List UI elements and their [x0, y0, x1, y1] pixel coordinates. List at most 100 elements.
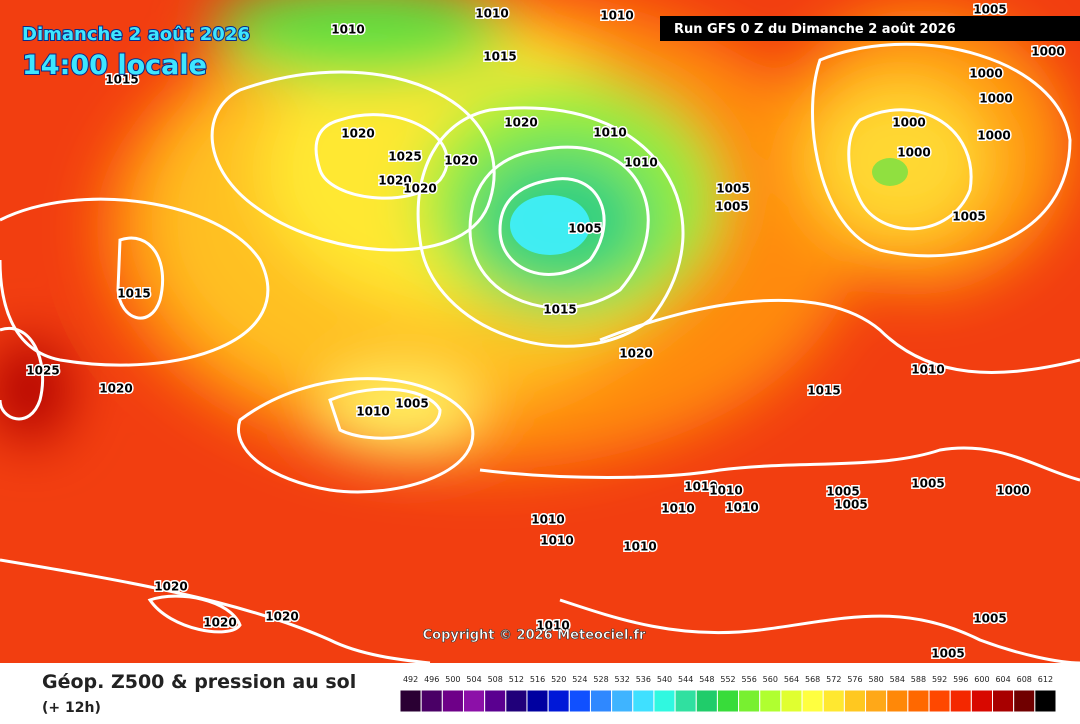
isobar-label: 1005: [973, 3, 1006, 17]
isobar-label: 1020: [341, 127, 374, 141]
isobars: [0, 42, 1080, 665]
isobar-label: 1010: [475, 7, 508, 21]
legend-value: 612: [1038, 675, 1053, 684]
isobar-label: 1005: [568, 222, 601, 236]
isobar-label: 1020: [154, 580, 187, 594]
legend-swatch: [484, 689, 507, 713]
legend-value: 608: [1017, 675, 1032, 684]
run-label: Run GFS 0 Z du Dimanche 2 août 2026: [674, 22, 956, 37]
legend-swatch: [801, 689, 824, 713]
legend-swatch: [441, 689, 464, 713]
legend-value: 572: [826, 675, 841, 684]
isobar-label: 1005: [826, 485, 859, 499]
date-label: Dimanche 2 août 2026: [22, 24, 250, 45]
legend-swatch: [928, 689, 951, 713]
isobar-label: 1010: [661, 502, 694, 516]
isobar-label: 1010: [725, 501, 758, 515]
legend-value: 564: [784, 675, 799, 684]
legend-swatch: [716, 689, 740, 713]
isobar-label: 1000: [977, 129, 1010, 143]
legend-swatch: [589, 689, 613, 713]
legend-swatch: [780, 689, 803, 713]
legend-value: 592: [932, 675, 947, 684]
isobar-label: 1000: [996, 484, 1029, 498]
legend-value: 536: [636, 675, 651, 684]
isobar-label: 1025: [388, 150, 421, 164]
isobar-label: 1020: [378, 174, 411, 188]
isobar-label: 1010: [356, 405, 389, 419]
legend-value: 492: [403, 675, 418, 684]
legend-swatch: [653, 689, 676, 713]
legend-value: 500: [445, 675, 460, 684]
legend-value: 496: [424, 675, 439, 684]
isobar-label: 1020: [619, 347, 652, 361]
isobar-label: 1020: [504, 116, 537, 130]
isobar-label: 1020: [265, 610, 298, 624]
isobar-label: 1010: [536, 619, 569, 633]
isobar-label: 1015: [483, 50, 516, 64]
isobar-label: 1010: [593, 126, 626, 140]
footer-title: Géop. Z500 & pression au sol: [42, 671, 356, 693]
isobar-label: 1015: [117, 287, 150, 301]
isobar-label: 1020: [444, 154, 477, 168]
legend-swatch: [865, 689, 888, 713]
footer-lead: (+ 12h): [42, 700, 101, 716]
legend-swatch: [907, 689, 930, 713]
map-background: [0, 0, 1080, 663]
isobar-label: 1010: [600, 9, 633, 23]
legend-swatch: [399, 689, 422, 713]
legend-value: 580: [868, 675, 883, 684]
isobar-label: 1005: [952, 210, 985, 224]
legend-value: 520: [551, 675, 566, 684]
legend-swatch: [970, 689, 994, 713]
copyright: Copyright © 2026 Meteociel.fr: [423, 628, 646, 643]
isobar-label: 1010: [531, 513, 564, 527]
legend-swatch: [992, 689, 1015, 713]
legend-swatch: [886, 689, 909, 713]
legend-swatch: [843, 689, 867, 713]
legend-value: 556: [742, 675, 757, 684]
legend-swatch: [632, 689, 655, 713]
run-banner: [660, 16, 1080, 41]
legend-swatch: [1013, 689, 1036, 713]
isobar-label: 1000: [892, 116, 925, 130]
legend-swatch: [695, 689, 718, 713]
isobar-label: 1005: [931, 647, 964, 661]
isobar-label: 1010: [331, 23, 364, 37]
legend-value: 588: [911, 675, 926, 684]
isobar-label: 1010: [911, 363, 944, 377]
isobar-label: 1010: [623, 540, 656, 554]
legend-value: 584: [890, 675, 905, 684]
isobar-label: 1005: [834, 498, 867, 512]
isobar-label: 1000: [979, 92, 1012, 106]
legend-swatch: [1034, 689, 1057, 713]
legend-swatch: [420, 689, 443, 713]
isobar-label: 1005: [973, 612, 1006, 626]
isobar-label: 1020: [203, 616, 236, 630]
isobar-label: 1010: [624, 156, 657, 170]
isobar-label: 1005: [911, 477, 944, 491]
legend: 492 496 500 504 508 512 516 520 524 528 532 536 540 5…: [399, 675, 1057, 713]
isobar-label: 1010: [684, 480, 717, 494]
isobar-label: 1005: [715, 200, 748, 214]
isobar-label: 1010: [540, 534, 573, 548]
legend-value: 596: [953, 675, 968, 684]
legend-value: 524: [572, 675, 587, 684]
legend-swatch: [674, 689, 697, 713]
isobar-label: 1015: [105, 73, 138, 87]
legend-value: 528: [593, 675, 608, 684]
isobar-label: 1010: [709, 484, 742, 498]
legend-swatch: [547, 689, 570, 713]
legend-value: 516: [530, 675, 545, 684]
isobar-label: 1000: [1031, 45, 1064, 59]
isobar-label: 1000: [969, 67, 1002, 81]
time-label: 14:00 locale: [22, 50, 207, 81]
legend-value: 548: [699, 675, 714, 684]
isobar-label: 1015: [807, 384, 840, 398]
legend-value: 504: [466, 675, 481, 684]
legend-swatch: [526, 689, 549, 713]
isobar-label: 1005: [716, 182, 749, 196]
